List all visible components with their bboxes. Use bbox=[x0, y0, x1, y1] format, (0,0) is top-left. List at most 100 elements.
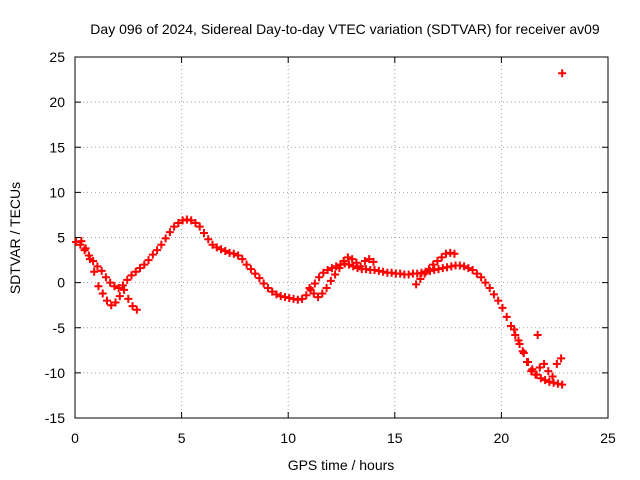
data-point bbox=[81, 244, 90, 253]
data-point bbox=[498, 303, 507, 312]
data-point bbox=[424, 265, 433, 274]
data-point bbox=[514, 336, 523, 345]
data-point bbox=[314, 293, 323, 302]
data-point bbox=[148, 250, 157, 259]
data-point bbox=[191, 219, 200, 228]
data-point bbox=[356, 262, 365, 271]
data-point bbox=[234, 251, 243, 260]
y-tick-label: 15 bbox=[49, 139, 65, 155]
data-point bbox=[352, 258, 361, 267]
data-point bbox=[323, 265, 332, 274]
data-point bbox=[309, 289, 318, 298]
data-point bbox=[536, 374, 545, 383]
data-point bbox=[110, 282, 119, 291]
data-point bbox=[101, 273, 110, 282]
data-point bbox=[489, 290, 498, 299]
data-point bbox=[238, 255, 247, 264]
data-point bbox=[153, 246, 162, 255]
data-points bbox=[72, 69, 567, 389]
data-point bbox=[123, 275, 132, 284]
data-point bbox=[174, 219, 183, 228]
data-point bbox=[268, 287, 277, 296]
data-point bbox=[510, 325, 519, 334]
data-point bbox=[485, 284, 494, 293]
data-point bbox=[187, 216, 196, 225]
x-tick-label: 25 bbox=[600, 430, 616, 446]
data-point bbox=[251, 269, 260, 278]
y-tick-label: 25 bbox=[49, 49, 65, 65]
data-point bbox=[327, 264, 336, 273]
data-point bbox=[259, 279, 268, 288]
data-point bbox=[120, 285, 129, 294]
y-tick-label: 10 bbox=[49, 184, 65, 200]
data-point bbox=[131, 267, 140, 276]
data-point bbox=[322, 284, 331, 293]
y-axis-title: SDTVAR / TECUs bbox=[7, 182, 23, 294]
x-tick-label: 20 bbox=[494, 430, 510, 446]
data-point bbox=[229, 249, 238, 258]
data-point bbox=[518, 347, 527, 356]
data-point bbox=[77, 237, 86, 246]
x-tick-label: 15 bbox=[387, 430, 403, 446]
data-point bbox=[315, 273, 324, 282]
data-point bbox=[128, 302, 137, 311]
data-point bbox=[450, 249, 459, 258]
data-point bbox=[242, 260, 251, 269]
data-point bbox=[199, 228, 208, 237]
data-point bbox=[170, 222, 179, 231]
y-tick-label: -15 bbox=[45, 410, 65, 426]
data-point bbox=[305, 284, 314, 293]
data-point bbox=[412, 280, 421, 289]
data-point bbox=[548, 372, 557, 381]
data-point bbox=[494, 296, 503, 305]
data-point bbox=[360, 256, 369, 265]
data-point bbox=[339, 256, 348, 265]
y-tick-label: 0 bbox=[57, 275, 65, 291]
data-point bbox=[540, 359, 549, 368]
data-point bbox=[217, 245, 226, 254]
data-point bbox=[195, 222, 204, 231]
data-point bbox=[115, 292, 124, 301]
data-point bbox=[511, 330, 520, 339]
data-point bbox=[533, 330, 542, 339]
data-point bbox=[310, 279, 319, 288]
data-point bbox=[157, 240, 166, 249]
data-point bbox=[246, 265, 255, 274]
data-point bbox=[208, 240, 217, 249]
y-tick-label: -10 bbox=[45, 365, 65, 381]
data-point bbox=[557, 354, 566, 363]
data-point bbox=[464, 264, 473, 273]
data-point bbox=[204, 235, 213, 244]
data-point bbox=[111, 298, 120, 307]
data-point bbox=[98, 289, 107, 298]
data-point bbox=[90, 267, 99, 276]
data-point bbox=[468, 265, 477, 274]
data-point bbox=[365, 255, 374, 264]
data-point bbox=[344, 260, 353, 269]
data-point bbox=[433, 256, 442, 265]
data-point bbox=[552, 359, 561, 368]
y-tick-label: 20 bbox=[49, 94, 65, 110]
data-point bbox=[221, 247, 230, 256]
data-point bbox=[140, 260, 149, 269]
data-point bbox=[522, 358, 531, 367]
data-point bbox=[136, 264, 145, 273]
data-point bbox=[420, 269, 429, 278]
x-tick-label: 5 bbox=[178, 430, 186, 446]
x-tick-label: 0 bbox=[71, 430, 79, 446]
data-point bbox=[481, 278, 490, 287]
data-point bbox=[107, 301, 116, 310]
data-point bbox=[144, 256, 153, 265]
data-point bbox=[124, 294, 133, 303]
data-point bbox=[331, 270, 340, 279]
data-point bbox=[263, 284, 272, 293]
data-point bbox=[460, 262, 469, 271]
x-axis-title: GPS time / hours bbox=[288, 457, 395, 473]
data-point bbox=[94, 282, 103, 291]
data-point bbox=[326, 276, 335, 285]
data-point bbox=[114, 284, 123, 293]
data-point bbox=[477, 273, 486, 282]
data-point bbox=[118, 281, 127, 290]
data-point bbox=[298, 294, 307, 303]
data-point bbox=[531, 370, 540, 379]
